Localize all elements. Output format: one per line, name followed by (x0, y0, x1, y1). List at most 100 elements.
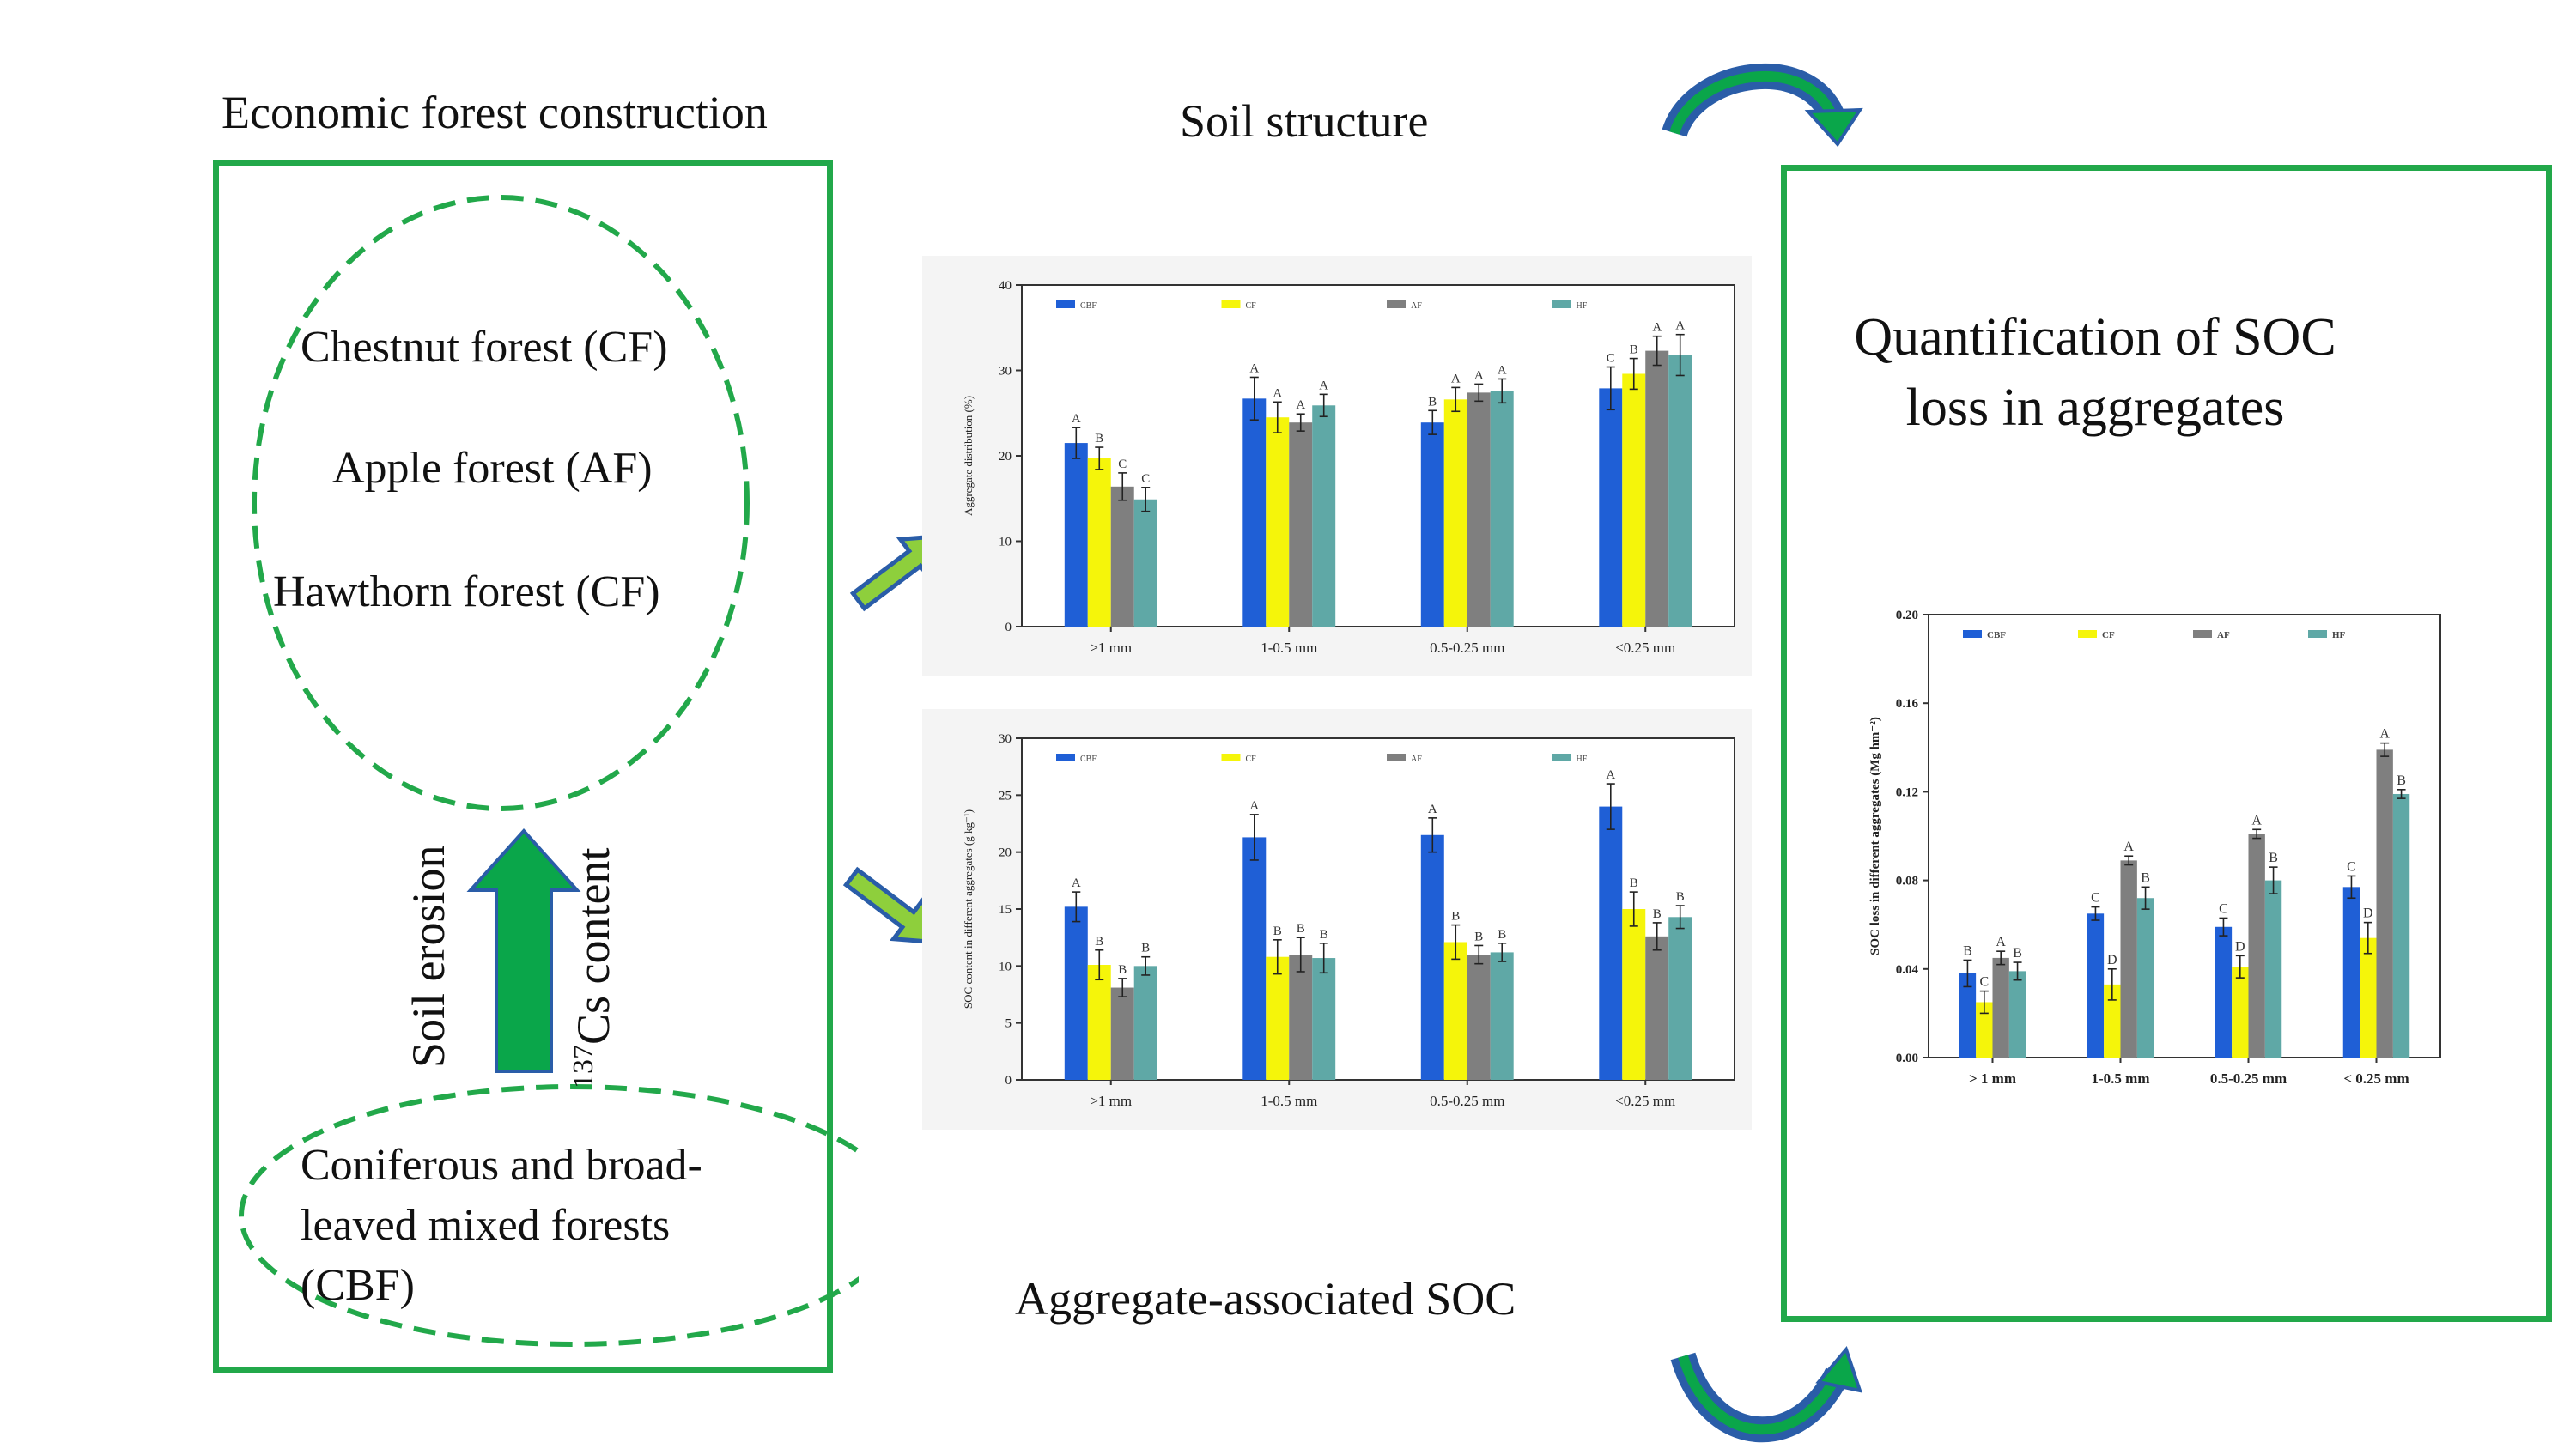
significance-letter: A (1652, 321, 1662, 335)
x-tick-label: <0.25 mm (1615, 1093, 1675, 1109)
bar-cbf (1064, 906, 1088, 1080)
significance-letter: A (2379, 727, 2390, 742)
y-axis-label: SOC loss in different aggregates (Mg hm⁻… (1868, 717, 1882, 955)
left-panel-graphics (239, 195, 859, 1347)
bar-hf (2264, 880, 2282, 1058)
bar-hf (1133, 966, 1157, 1080)
x-tick-label: 0.5-0.25 mm (2210, 1070, 2287, 1087)
legend-label-hf: HF (1577, 301, 1588, 311)
significance-letter: B (1141, 942, 1150, 955)
legend-swatch-hf (1552, 754, 1571, 761)
bar-cf (1443, 942, 1467, 1080)
significance-letter: A (1249, 799, 1259, 813)
significance-letter: D (2235, 939, 2245, 954)
significance-letter: A (1249, 361, 1259, 375)
significance-letter: B (2269, 851, 2278, 865)
legend-label-cf: CF (1246, 755, 1257, 764)
significance-letter: B (1653, 907, 1662, 921)
right-title-line-2: loss in aggregates (1905, 379, 2285, 437)
legend-label-cf: CF (2102, 630, 2115, 640)
base-forest-line-2: leaved mixed forests (301, 1201, 671, 1250)
significance-letter: A (1675, 319, 1685, 333)
right-panel-title: Quantification of SOC loss in aggregates (1795, 302, 2396, 443)
y-tick-label: 0 (1005, 1074, 1012, 1088)
x-tick-label: 1-0.5 mm (2092, 1070, 2150, 1087)
significance-letter: A (1451, 372, 1461, 385)
forest-label-hawthorn: Hawthorn forest (CF) (273, 567, 660, 616)
significance-letter: B (1676, 890, 1685, 904)
significance-letter: C (2347, 859, 2356, 874)
bar-hf (1668, 355, 1692, 627)
left-panel-title: Economic forest construction (222, 87, 768, 138)
bar-af (1992, 957, 2009, 1058)
left-panel-frame (213, 160, 833, 1373)
y-tick-label: 0.00 (1896, 1052, 1918, 1065)
significance-letter: B (1630, 343, 1638, 357)
curved-arrow-top-icon (1662, 63, 1863, 148)
significance-letter: A (1606, 768, 1615, 782)
x-tick-label: 0.5-0.25 mm (1430, 1093, 1504, 1109)
bar-cbf (1420, 422, 1444, 627)
bar-cf (1087, 458, 1111, 627)
x-tick-label: >1 mm (1090, 640, 1132, 656)
legend-swatch-hf (2308, 630, 2327, 638)
bar-af (1467, 955, 1491, 1080)
significance-letter: C (1979, 975, 1989, 990)
significance-letter: C (1141, 472, 1150, 486)
significance-letter: A (1296, 398, 1305, 412)
bar-hf (1312, 958, 1336, 1080)
bar-hf (1490, 391, 1514, 627)
significance-letter: A (2251, 813, 2262, 828)
bar-hf (1133, 499, 1157, 627)
significance-letter: B (1428, 395, 1437, 409)
bar-cbf (1599, 388, 1623, 627)
bar-cbf (1242, 837, 1267, 1080)
soc-loss-chart: 0.00 0.04 0.08 0.12 0.16 0.20 SOC loss in diff… (1846, 599, 2456, 1114)
significance-letter: C (1607, 352, 1615, 366)
bar-af (2248, 834, 2265, 1058)
y-tick-label: 0.20 (1896, 609, 1918, 622)
significance-letter: B (1297, 922, 1305, 936)
significance-letter: B (2397, 773, 2406, 788)
significance-letter: D (2363, 906, 2373, 921)
significance-letter: A (1498, 363, 1507, 377)
significance-letter: A (2123, 840, 2134, 854)
bar-af (1289, 955, 1313, 1080)
y-tick-label: 0.12 (1896, 785, 1918, 799)
bar-cf (1266, 956, 1290, 1080)
significance-letter: B (1474, 930, 1483, 943)
y-tick-label: 30 (999, 365, 1012, 379)
bar-af (1110, 987, 1134, 1080)
bar-hf (1490, 952, 1514, 1080)
y-tick-label: 5 (1005, 1017, 1012, 1031)
bar-hf (2136, 898, 2154, 1058)
bar-cf (2104, 984, 2121, 1058)
significance-letter: B (1498, 928, 1506, 942)
significance-letter: D (2107, 953, 2117, 967)
bar-cf (1087, 965, 1111, 1080)
x-tick-label: 0.5-0.25 mm (1430, 640, 1504, 656)
legend-label-hf: HF (1577, 755, 1588, 764)
x-tick-label: >1 mm (1090, 1093, 1132, 1109)
bar-af (1467, 392, 1491, 627)
y-tick-label: 20 (999, 450, 1012, 464)
significance-letter: B (2141, 870, 2150, 885)
legend-label-af: AF (1411, 301, 1422, 311)
y-tick-label: 15 (999, 903, 1012, 917)
x-tick-label: 1-0.5 mm (1261, 640, 1317, 656)
x-tick-label: 1-0.5 mm (1261, 1093, 1317, 1109)
y-tick-label: 25 (999, 789, 1012, 803)
bar-cbf (1242, 398, 1267, 627)
soc-content-chart: 0 5 10 15 20 25 30 SOC content in different agg… (922, 709, 1752, 1130)
legend-label-hf: HF (2332, 630, 2346, 640)
legend-swatch-cf (2078, 630, 2097, 638)
curved-arrow-bottom-icon (1670, 1345, 1862, 1443)
y-tick-label: 40 (999, 279, 1012, 293)
right-title-line-1: Quantification of SOC (1854, 308, 2336, 367)
y-axis-label: SOC content in different aggregates (g k… (962, 809, 975, 1009)
bar-cf (1622, 909, 1646, 1080)
significance-letter: A (1428, 803, 1437, 816)
soil-structure-title: Soil structure (1180, 95, 1429, 147)
significance-letter: B (1095, 432, 1103, 446)
base-forest-line-1: Coniferous and broad- (301, 1141, 702, 1190)
